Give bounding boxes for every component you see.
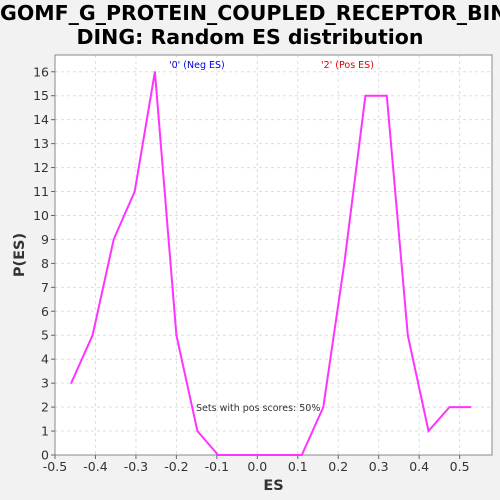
y-tick-label: 14	[33, 112, 49, 127]
data-point	[301, 454, 303, 456]
y-tick-label: 15	[33, 88, 49, 103]
y-tick-label: 8	[41, 256, 49, 271]
data-point	[112, 238, 115, 241]
y-tick-label: 3	[41, 376, 49, 391]
x-tick-label: -0.4	[83, 459, 107, 474]
data-point	[385, 94, 388, 97]
y-tick-label: 7	[41, 280, 49, 295]
y-tick-label: 9	[41, 232, 49, 247]
plot-background	[55, 55, 492, 455]
data-point	[448, 406, 451, 408]
data-point	[217, 454, 219, 456]
data-point	[154, 70, 156, 73]
data-point	[175, 334, 178, 337]
data-point	[91, 334, 94, 337]
data-point	[343, 262, 346, 265]
data-point	[238, 454, 240, 456]
data-point	[322, 406, 325, 408]
pos-scores-annotation: Sets with pos scores: 50%	[196, 403, 320, 414]
y-tick-label: 16	[33, 64, 49, 79]
y-axis-title: P(ES)	[12, 233, 28, 277]
series-line	[70, 71, 471, 456]
data-point	[427, 430, 430, 432]
chart-title-line-2: DING: Random ES distribution	[76, 25, 424, 49]
x-tick-label: 0.5	[450, 459, 470, 474]
y-tick-label: 0	[41, 448, 49, 463]
data-point	[469, 406, 472, 408]
y-tick-label: 10	[33, 208, 49, 223]
x-tick-label: 0.2	[328, 459, 348, 474]
pos-es-label: '2' (Pos ES)	[321, 60, 374, 71]
y-tick-label: 2	[41, 400, 49, 415]
data-point	[133, 190, 136, 193]
x-tick-label: 0.3	[369, 459, 389, 474]
x-tick-label: -0.2	[164, 459, 188, 474]
y-tick-label: 11	[33, 184, 49, 199]
x-axis-title: ES	[263, 478, 283, 494]
data-point	[259, 454, 262, 456]
data-point	[279, 454, 282, 456]
x-tick-label: 0.1	[288, 459, 308, 474]
data-point	[364, 94, 367, 97]
y-tick-label: 1	[41, 424, 49, 439]
x-tick-label: -0.3	[124, 459, 148, 474]
x-tick-label: -0.5	[43, 459, 67, 474]
y-tick-label: 5	[41, 328, 49, 343]
data-point	[407, 334, 409, 337]
x-tick-label: 0.4	[409, 459, 429, 474]
neg-es-label: '0' (Neg ES)	[169, 60, 225, 71]
data-point	[196, 430, 199, 432]
x-tick-label: 0.0	[247, 459, 267, 474]
data-point	[70, 382, 72, 384]
series-points	[70, 70, 472, 456]
y-tick-label: 6	[41, 304, 49, 319]
x-axis-ticks: -0.5 -0.4 -0.3 -0.2 -0.1 0.0 0.1 0.2 0.3 0.4 0.5	[43, 455, 470, 474]
y-tick-label: 12	[33, 160, 49, 175]
chart-title-line-1: GOMF_G_PROTEIN_COUPLED_RECEPTOR_BIN	[0, 1, 500, 25]
x-tick-label: -0.1	[205, 459, 229, 474]
y-tick-label: 4	[41, 352, 49, 367]
y-tick-label: 13	[33, 136, 49, 151]
